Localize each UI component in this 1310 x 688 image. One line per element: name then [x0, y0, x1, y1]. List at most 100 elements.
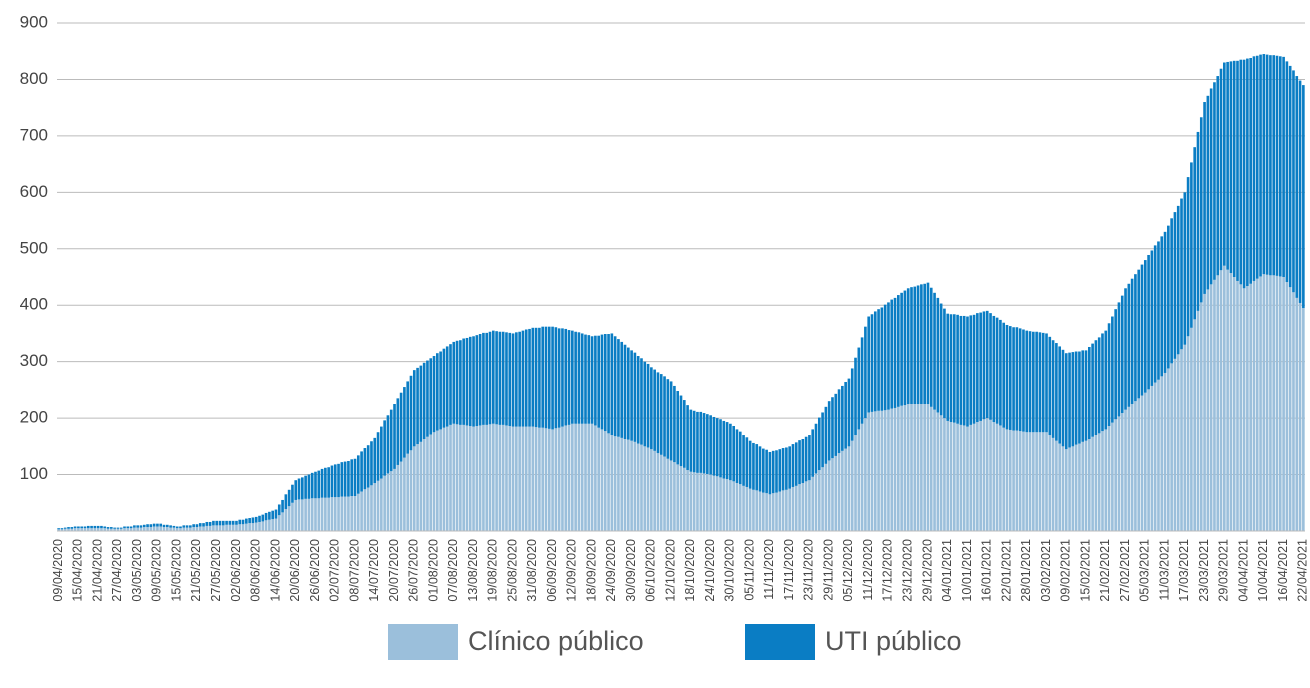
bar-segment [465, 337, 469, 426]
bar-segment [396, 398, 400, 465]
bar-segment [70, 528, 74, 531]
bar-segment [729, 480, 732, 531]
bar-segment [198, 523, 202, 527]
bar-segment [1206, 95, 1210, 290]
x-tick-label: 24/10/2020 [703, 539, 717, 602]
bar-segment [146, 527, 149, 531]
bar-segment [449, 344, 452, 425]
bar-segment [86, 525, 90, 529]
bar-segment [939, 415, 943, 531]
bar-segment [1209, 284, 1213, 531]
bar-segment [1157, 241, 1160, 380]
bar-segment [508, 332, 512, 427]
bar-segment [926, 282, 930, 404]
bar-segment [189, 525, 192, 528]
bar-segment [235, 524, 238, 531]
bar-segment [77, 528, 80, 531]
bar-segment [949, 422, 953, 531]
bar-segment [692, 410, 696, 473]
bar-segment [890, 408, 894, 531]
bar-segment [600, 429, 604, 531]
bar-segment [383, 420, 386, 476]
bar-segment [1219, 68, 1223, 271]
bar-segment [60, 528, 64, 530]
x-tick-label: 21/05/2020 [189, 539, 203, 602]
bar-segment [913, 404, 917, 531]
bar-segment [462, 424, 465, 531]
bar-segment [330, 497, 334, 531]
bar-segment [785, 447, 788, 490]
bar-segment [844, 381, 847, 449]
bar-segment [603, 431, 607, 531]
bar-segment [337, 497, 340, 531]
bar-segment [910, 287, 913, 404]
bar-segment [90, 525, 93, 529]
bar-segment [310, 472, 314, 499]
bar-segment [231, 520, 235, 525]
bar-segment [1104, 429, 1108, 531]
bar-segment [172, 525, 176, 528]
bar-segment [1058, 443, 1061, 531]
bar-segment [633, 441, 637, 531]
bar-segment [1285, 282, 1289, 531]
bar-segment [422, 362, 426, 439]
bar-segment [679, 466, 683, 531]
bar-segment [867, 316, 871, 413]
bar-segment [920, 404, 923, 531]
bar-segment [834, 393, 838, 456]
bar-segment [370, 441, 373, 486]
bar-segment [557, 427, 561, 531]
bar-segment [320, 468, 324, 498]
bar-segment [567, 424, 571, 531]
bar-segment [218, 520, 222, 526]
bar-segment [396, 464, 400, 531]
bar-segment [1170, 363, 1173, 531]
x-tick-label: 27/04/2020 [110, 539, 124, 602]
bar-segment [445, 426, 449, 531]
bar-segment [251, 517, 255, 524]
bar-segment [333, 464, 337, 498]
bar-segment [93, 528, 97, 531]
bar-segment [1120, 295, 1124, 414]
bar-segment [854, 357, 857, 436]
bar-segment [966, 316, 969, 427]
bar-segment [650, 367, 653, 450]
bar-segment [900, 292, 903, 406]
bar-segment [1071, 446, 1075, 531]
bar-segment [83, 528, 87, 531]
bar-segment [719, 419, 722, 478]
bar-segment [301, 477, 304, 500]
bar-segment [564, 425, 568, 531]
bar-segment [90, 528, 93, 531]
x-tick-label: 17/11/2020 [782, 539, 796, 601]
bar-segment [735, 429, 739, 484]
bar-segment [1127, 283, 1131, 407]
bar-segment [1265, 274, 1269, 531]
bar-segment [110, 527, 113, 529]
bar-segment [350, 459, 354, 497]
x-tick-label: 23/12/2020 [901, 539, 915, 602]
bar-segment [1032, 331, 1035, 433]
bar-segment [439, 351, 442, 430]
bar-segment [788, 488, 791, 531]
x-tick-label: 10/01/2021 [960, 539, 974, 602]
bar-segment [630, 350, 633, 441]
bar-segment [584, 423, 587, 531]
bar-segment [646, 447, 650, 531]
bar-segment [360, 451, 363, 492]
bar-segment [679, 395, 683, 467]
bar-segment [949, 314, 953, 423]
bar-segment [159, 526, 163, 531]
bar-segment [1285, 61, 1289, 283]
bar-segment [442, 348, 446, 428]
bar-segment [1137, 269, 1141, 399]
bar-segment [528, 328, 531, 427]
bar-segment [113, 528, 116, 531]
bar-segment [972, 314, 976, 424]
bar-segment [1183, 344, 1187, 531]
bar-segment [1045, 333, 1048, 433]
bar-segment [1229, 61, 1233, 274]
bar-segment [1163, 231, 1167, 373]
bar-segment [287, 506, 291, 531]
bar-segment [650, 449, 653, 531]
